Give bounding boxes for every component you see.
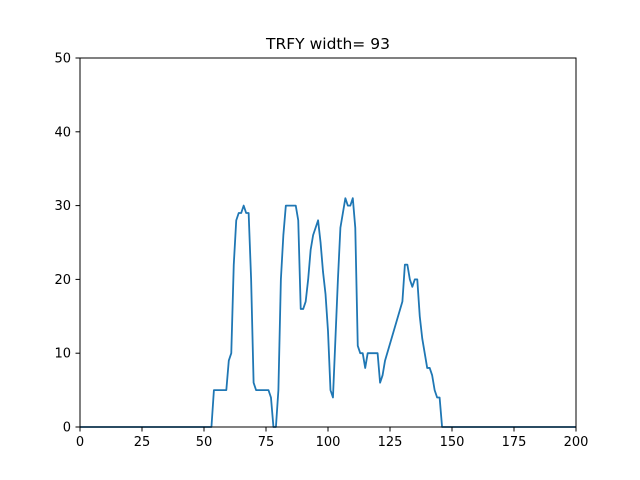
x-tick-label: 75 [258, 435, 275, 450]
y-tick-label: 10 [54, 347, 71, 362]
x-tick-label: 125 [378, 435, 403, 450]
x-tick-label: 100 [316, 435, 341, 450]
axes: 0 25 50 75 100 125 150 175 200 0 10 20 30 40 50 [54, 52, 588, 451]
y-tick-label: 0 [63, 421, 71, 436]
x-tick-label: 200 [564, 435, 589, 450]
plot-area [80, 197, 576, 428]
series-line [80, 197, 576, 428]
x-tick-label: 25 [134, 435, 151, 450]
x-tick-label: 0 [76, 435, 84, 450]
y-tick-label: 30 [54, 199, 71, 214]
x-tick-label: 50 [196, 435, 213, 450]
chart-title: TRFY width= 93 [265, 35, 390, 53]
x-tick-label: 175 [502, 435, 527, 450]
y-tick-label: 50 [54, 52, 71, 67]
y-tick-label: 40 [54, 125, 71, 140]
x-tick-label: 150 [440, 435, 465, 450]
y-tick-label: 20 [54, 273, 71, 288]
